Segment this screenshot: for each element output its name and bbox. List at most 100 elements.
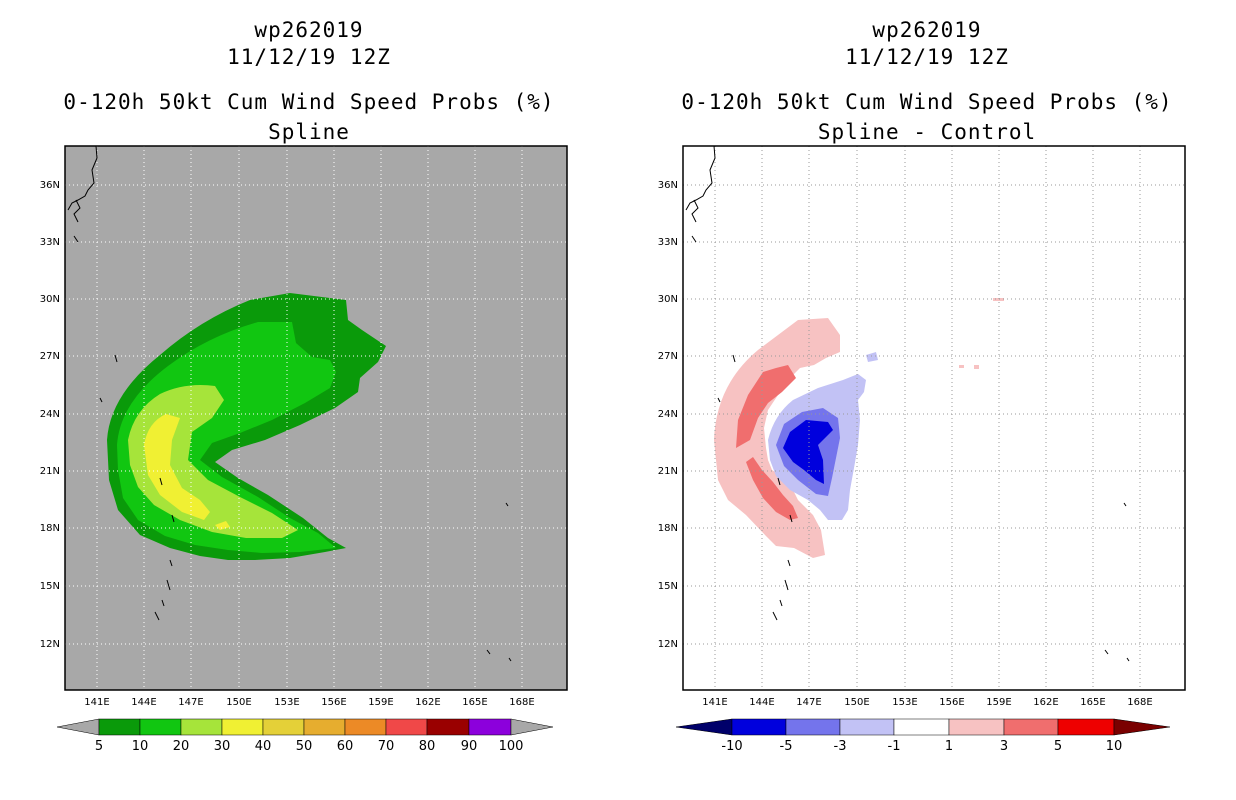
colorbar-label: 30 <box>214 739 231 754</box>
lat-tick-label: 27N <box>658 351 678 362</box>
panel-spline: wp262019 11/12/19 12Z 0-120h 50kt Cum Wi… <box>40 18 568 754</box>
colorbar-label: 20 <box>173 739 190 754</box>
lon-tick-label: 150E <box>226 697 251 708</box>
lon-grid <box>96 146 523 690</box>
lon-tick-label: 147E <box>178 697 203 708</box>
lon-tick-label: 165E <box>462 697 487 708</box>
contour-diff-pos-1 <box>714 318 840 558</box>
colorbar-swatch <box>785 718 841 736</box>
lat-tick-label: 15N <box>658 581 678 592</box>
colorbar-spline: 5 10 20 30 40 50 60 70 80 90 100 <box>56 718 554 754</box>
lat-tick-label: 30N <box>40 294 60 305</box>
colorbar-label: 70 <box>378 739 395 754</box>
colorbar-under-arrow <box>56 718 100 736</box>
colorbar-label: 90 <box>461 739 478 754</box>
colorbar-swatch <box>98 718 141 736</box>
map-background <box>683 146 1185 690</box>
lon-grid <box>714 146 1141 690</box>
contour-diff-pos-3-lower <box>746 457 798 520</box>
colorbar-swatch <box>344 718 387 736</box>
colorbar-swatch <box>893 718 950 736</box>
title-product: 0-120h 50kt Cum Wind Speed Probs (%) <box>63 90 555 114</box>
lat-tick-label: 21N <box>658 466 678 477</box>
lat-tick-label: 24N <box>40 409 60 420</box>
contour-diff-pos-islet <box>959 365 964 368</box>
contour-diff-neg-5 <box>783 420 833 484</box>
map-frame <box>682 145 1186 691</box>
colorbar-under-arrow <box>675 718 733 736</box>
colorbar-label: 50 <box>296 739 313 754</box>
lon-tick-label: 165E <box>1080 697 1105 708</box>
colorbar-label: -5 <box>780 739 793 754</box>
lon-tick-label: 162E <box>1033 697 1058 708</box>
lat-tick-label: 36N <box>40 180 60 191</box>
lat-tick-labels: 36N 33N 30N 27N 24N 21N 18N 15N 12N <box>658 180 678 650</box>
lon-tick-labels: 141E 144E 147E 150E 153E 156E 159E 162E … <box>84 697 534 708</box>
lat-tick-label: 21N <box>40 466 60 477</box>
contour-30pct-islet <box>215 521 230 530</box>
lon-tick-label: 159E <box>986 697 1011 708</box>
colorbar-swatch <box>468 718 512 736</box>
colorbar-swatch <box>262 718 305 736</box>
colorbar-label: 100 <box>499 739 524 754</box>
colorbar-label: 5 <box>95 739 103 754</box>
lon-tick-label: 156E <box>939 697 964 708</box>
colorbar-over-arrow <box>1113 718 1171 736</box>
panel-spline-minus-control: wp262019 11/12/19 12Z 0-120h 50kt Cum Wi… <box>618 0 1236 800</box>
title-method: Spline - Control <box>817 120 1037 144</box>
colorbar-label: 1 <box>945 739 953 754</box>
colorbar-difference: -10 -5 -3 -1 1 3 5 10 <box>675 718 1171 754</box>
lat-tick-label: 33N <box>658 237 678 248</box>
colorbar-label: -10 <box>721 739 742 754</box>
lon-tick-label: 150E <box>844 697 869 708</box>
colorbar-label: -3 <box>834 739 847 754</box>
map-difference: 36N 33N 30N 27N 24N 21N 18N 15N 12N 141E… <box>658 145 1186 754</box>
title-storm-id: wp262019 <box>254 18 364 42</box>
colorbar-swatch <box>948 718 1005 736</box>
lat-tick-label: 24N <box>658 409 678 420</box>
title-product: 0-120h 50kt Cum Wind Speed Probs (%) <box>681 90 1173 114</box>
colorbar-swatch <box>139 718 182 736</box>
lon-tick-label: 168E <box>509 697 534 708</box>
colorbar-swatch <box>385 718 428 736</box>
colorbar-swatch <box>1057 718 1115 736</box>
lon-tick-label: 144E <box>131 697 156 708</box>
lat-tick-label: 33N <box>40 237 60 248</box>
lon-tick-label: 147E <box>796 697 821 708</box>
lon-tick-label: 156E <box>321 697 346 708</box>
colorbar-swatch <box>426 718 470 736</box>
colorbar-swatch <box>303 718 346 736</box>
colorbar-label: 80 <box>419 739 436 754</box>
coastline <box>67 145 512 662</box>
lon-tick-label: 159E <box>368 697 393 708</box>
title-datetime: 11/12/19 12Z <box>227 45 391 69</box>
lon-tick-label: 141E <box>702 697 727 708</box>
colorbar-label: 5 <box>1054 739 1062 754</box>
colorbar-label: 10 <box>1106 739 1123 754</box>
lon-tick-label: 153E <box>274 697 299 708</box>
lat-tick-label: 18N <box>658 523 678 534</box>
map-frame <box>64 145 568 691</box>
lat-tick-label: 27N <box>40 351 60 362</box>
lat-tick-label: 12N <box>658 639 678 650</box>
lon-tick-label: 141E <box>84 697 109 708</box>
colorbar-label: 3 <box>1000 739 1008 754</box>
contour-diff-pos-islet <box>974 365 979 369</box>
lon-tick-label: 144E <box>749 697 774 708</box>
lat-tick-label: 12N <box>40 639 60 650</box>
lat-tick-label: 30N <box>658 294 678 305</box>
contour-diff-pos-3-upper <box>736 365 796 448</box>
colorbar-swatch <box>1003 718 1059 736</box>
lon-tick-label: 168E <box>1127 697 1152 708</box>
lon-tick-label: 162E <box>415 697 440 708</box>
title-datetime: 11/12/19 12Z <box>845 45 1009 69</box>
colorbar-label: 60 <box>337 739 354 754</box>
lat-tick-label: 36N <box>658 180 678 191</box>
title-method: Spline <box>268 120 350 144</box>
coastline <box>685 145 1130 662</box>
contour-diff-neg-islet <box>866 352 878 362</box>
colorbar-label: 40 <box>255 739 272 754</box>
colorbar-swatch <box>180 718 223 736</box>
lat-tick-label: 18N <box>40 523 60 534</box>
colorbar-label: -1 <box>888 739 901 754</box>
